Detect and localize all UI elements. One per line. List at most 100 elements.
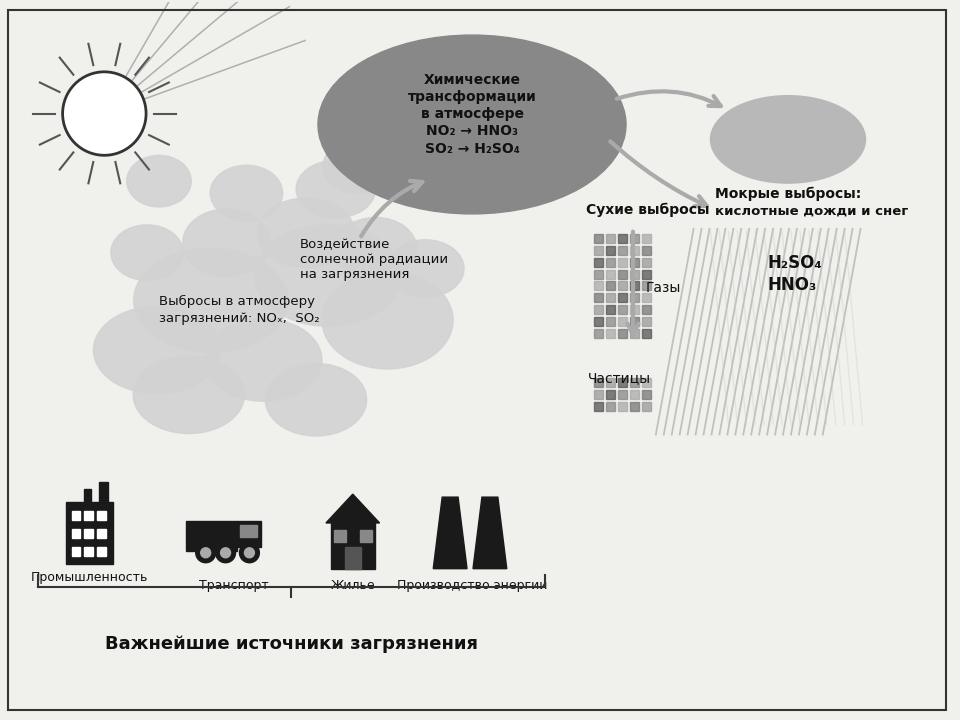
Bar bbox=[606, 282, 615, 290]
Bar bbox=[606, 390, 615, 399]
Ellipse shape bbox=[254, 225, 401, 326]
Bar bbox=[642, 234, 651, 243]
Bar bbox=[618, 390, 627, 399]
Bar bbox=[606, 402, 615, 410]
Ellipse shape bbox=[296, 161, 375, 218]
Text: Важнейшие источники загрязнения: Важнейшие источники загрязнения bbox=[105, 635, 478, 653]
Ellipse shape bbox=[710, 96, 866, 183]
Ellipse shape bbox=[334, 217, 417, 280]
Ellipse shape bbox=[805, 130, 849, 155]
Bar bbox=[594, 378, 603, 387]
Bar bbox=[84, 546, 93, 556]
Text: Сухие выбросы: Сухие выбросы bbox=[587, 202, 709, 217]
Text: SO₂ → H₂SO₄: SO₂ → H₂SO₄ bbox=[424, 143, 519, 156]
Bar bbox=[642, 258, 651, 266]
Circle shape bbox=[62, 72, 146, 156]
Bar bbox=[594, 402, 603, 410]
Bar bbox=[618, 246, 627, 255]
Polygon shape bbox=[326, 494, 379, 523]
Bar bbox=[360, 530, 372, 542]
Bar bbox=[642, 246, 651, 255]
Bar bbox=[618, 234, 627, 243]
Bar bbox=[642, 318, 651, 326]
Bar bbox=[72, 511, 81, 520]
Bar bbox=[630, 294, 639, 302]
Bar bbox=[606, 246, 615, 255]
Text: Транспорт: Транспорт bbox=[199, 579, 269, 592]
Bar bbox=[618, 378, 627, 387]
Bar bbox=[630, 390, 639, 399]
Bar bbox=[618, 402, 627, 410]
Bar bbox=[594, 246, 603, 255]
Bar bbox=[606, 234, 615, 243]
Bar bbox=[594, 269, 603, 279]
Bar bbox=[630, 258, 639, 266]
Circle shape bbox=[216, 543, 235, 563]
Bar bbox=[618, 294, 627, 302]
Text: Мокрые выбросы:: Мокрые выбросы: bbox=[715, 186, 862, 201]
Text: в атмосфере: в атмосфере bbox=[420, 107, 523, 120]
Text: H₂SO₄: H₂SO₄ bbox=[767, 253, 822, 271]
Bar bbox=[84, 529, 93, 538]
Ellipse shape bbox=[383, 133, 475, 184]
Text: Жилье: Жилье bbox=[330, 579, 375, 592]
Polygon shape bbox=[473, 497, 507, 569]
Circle shape bbox=[221, 548, 230, 558]
Bar bbox=[630, 269, 639, 279]
Bar bbox=[606, 378, 615, 387]
Bar bbox=[594, 294, 603, 302]
Ellipse shape bbox=[453, 137, 552, 187]
Bar bbox=[65, 502, 113, 564]
Bar bbox=[100, 482, 108, 502]
Bar bbox=[97, 511, 107, 520]
Bar bbox=[331, 523, 374, 569]
Bar bbox=[630, 402, 639, 410]
Circle shape bbox=[201, 548, 210, 558]
Bar bbox=[642, 269, 651, 279]
Bar bbox=[594, 258, 603, 266]
Ellipse shape bbox=[133, 356, 245, 433]
Circle shape bbox=[196, 543, 216, 563]
Bar bbox=[72, 529, 81, 538]
Text: трансформации: трансформации bbox=[408, 89, 537, 104]
Bar bbox=[642, 378, 651, 387]
Bar bbox=[630, 305, 639, 315]
Ellipse shape bbox=[322, 271, 453, 369]
Ellipse shape bbox=[352, 99, 438, 150]
Bar bbox=[630, 318, 639, 326]
Bar bbox=[642, 390, 651, 399]
Bar bbox=[630, 329, 639, 338]
Text: Воздействие: Воздействие bbox=[300, 238, 391, 251]
Bar bbox=[606, 258, 615, 266]
Ellipse shape bbox=[352, 63, 475, 135]
Bar bbox=[642, 329, 651, 338]
Ellipse shape bbox=[133, 248, 288, 353]
Ellipse shape bbox=[318, 35, 626, 214]
Ellipse shape bbox=[323, 139, 393, 194]
Text: Промышленность: Промышленность bbox=[31, 571, 148, 584]
Ellipse shape bbox=[182, 209, 271, 276]
Ellipse shape bbox=[265, 364, 367, 436]
Circle shape bbox=[245, 548, 254, 558]
Text: NO₂ → HNO₃: NO₂ → HNO₃ bbox=[426, 125, 518, 138]
Polygon shape bbox=[433, 497, 467, 569]
Bar bbox=[72, 546, 81, 556]
Text: загрязнений: NOₓ,  SO₂: загрязнений: NOₓ, SO₂ bbox=[159, 312, 320, 325]
Bar bbox=[606, 305, 615, 315]
Text: Производство энергии: Производство энергии bbox=[396, 579, 547, 592]
Bar bbox=[618, 318, 627, 326]
Bar bbox=[186, 521, 237, 551]
Bar bbox=[630, 378, 639, 387]
Bar bbox=[618, 305, 627, 315]
Bar bbox=[618, 329, 627, 338]
Bar bbox=[642, 402, 651, 410]
Bar bbox=[618, 269, 627, 279]
Ellipse shape bbox=[761, 102, 827, 138]
Ellipse shape bbox=[387, 240, 464, 297]
Bar bbox=[237, 521, 261, 546]
Ellipse shape bbox=[110, 225, 183, 281]
Bar bbox=[594, 390, 603, 399]
Bar bbox=[630, 234, 639, 243]
Bar bbox=[345, 546, 361, 569]
Ellipse shape bbox=[420, 47, 549, 122]
